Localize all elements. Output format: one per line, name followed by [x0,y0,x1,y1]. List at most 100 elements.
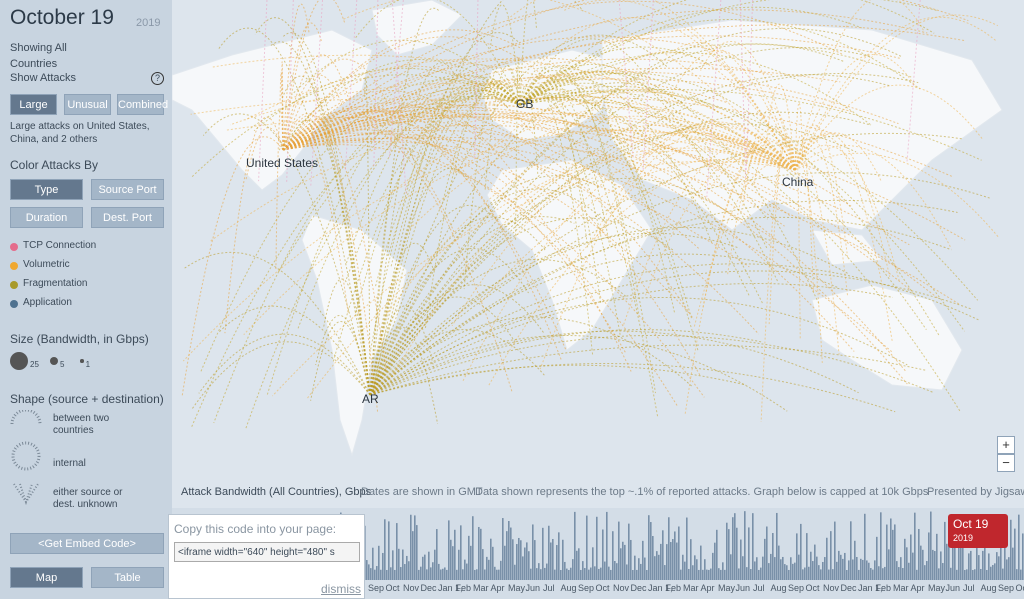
attack-arc [794,152,999,238]
timeline-bar [638,558,640,580]
embed-popup: Copy this code into your page: <iframe w… [168,514,365,599]
attack-arc [183,252,371,396]
timeline-bar [892,529,894,580]
timeline-bar [596,516,598,580]
month-label: May [928,583,946,593]
timeline-bar [942,563,944,580]
timeline-bar [534,540,536,580]
type-button[interactable]: Type [10,179,83,200]
attack-arc [664,50,796,171]
dest-port-button[interactable]: Dest. Port [91,207,164,228]
timeline-bar [692,565,694,580]
month-label: Sep [368,583,384,593]
timeline-bar [660,543,662,580]
timeline-bar [438,563,440,580]
attack-arc [369,364,747,396]
timeline-bar [896,561,898,580]
attack-arc [282,106,562,360]
timeline-bar [946,543,948,580]
combined-button[interactable]: Combined [117,94,168,115]
timeline-bar [1014,528,1016,580]
timeline-bar [592,547,594,580]
attack-arc [282,58,773,151]
attack-arc [282,119,473,156]
timeline-bar [772,533,774,580]
timeline-bar [466,563,468,580]
dismiss[interactable]: dismiss [321,582,362,596]
attack-arc [282,110,456,234]
attack-arc [512,150,796,203]
timeline-bar [960,529,962,580]
timeline-bar [372,547,374,580]
month-label: Sep [578,583,594,593]
timeline-bar [872,569,874,580]
continents [172,0,1003,457]
unknown-arc [344,0,358,171]
timeline-bar [420,566,422,580]
attack-arc [369,172,990,396]
timeline-bar [806,533,808,580]
timeline-bar [720,569,722,580]
month-label: Nov [613,583,630,593]
attack-arc [519,0,935,106]
timeline-bar [640,563,642,580]
month-label: Jul [543,583,555,593]
timeline-bar [1018,514,1020,580]
timeline-bar [760,567,762,580]
attack-arc [369,334,933,396]
attack-arc [282,35,902,151]
attack-arc [282,114,387,371]
large-button[interactable]: Large [10,94,57,115]
timeline-bar [416,525,418,580]
timeline-bar [550,542,552,580]
timeline-bar [424,554,426,580]
timeline-bar [932,549,934,580]
duration-button[interactable]: Duration [10,207,83,228]
unknown-arc [745,0,754,172]
embed-code[interactable]: <iframe width="640" height="480" s [174,542,360,562]
timeline-bar [810,551,812,580]
attack-arc [794,54,916,171]
size-label: 1 [85,360,91,369]
attack-arc [765,83,796,171]
zoom-out[interactable]: − [997,454,1015,472]
attack-arc [245,95,521,429]
timeline-bar [594,566,596,580]
map-button[interactable]: Map [10,567,83,588]
timeline-bar [614,561,616,580]
attack-arc [323,278,371,396]
timeline-bar [666,544,668,580]
month-label: Jan 1, [648,583,673,593]
timeline-bar [600,567,602,580]
timeline-bar [520,540,522,580]
attack-arc [279,71,284,151]
embed-button[interactable]: <Get Embed Code> [10,533,164,554]
timeline-bar [626,564,628,580]
table-button[interactable]: Table [91,567,164,588]
attack-arc [519,94,621,337]
timeline-bar [936,533,938,580]
timeline-bar [1016,569,1018,580]
attack-arc [278,59,521,151]
unusual-button[interactable]: Unusual [64,94,111,115]
zoom-in[interactable]: + [997,436,1015,454]
timeline-bar [956,569,958,580]
timeline-bar [816,556,818,580]
attack-arc [369,73,919,396]
attack-arc [369,0,584,396]
timeline-bar [984,547,986,580]
timeline-bar [536,568,538,580]
timeline-bar [648,515,650,580]
map-labels: United States GB China AR [246,97,814,406]
month-label: Mar [683,583,699,593]
timeline-bar [476,569,478,580]
showing: Showing All Countries [10,42,67,70]
attack-arc [519,78,644,204]
month-label: Oct [1016,583,1024,593]
help[interactable]: ? [151,72,164,85]
source-port-button[interactable]: Source Port [91,179,164,200]
attack-arc [519,76,611,246]
timeline-bar [990,566,992,580]
timeline-bar [968,553,970,580]
timeline-bar [874,560,876,580]
